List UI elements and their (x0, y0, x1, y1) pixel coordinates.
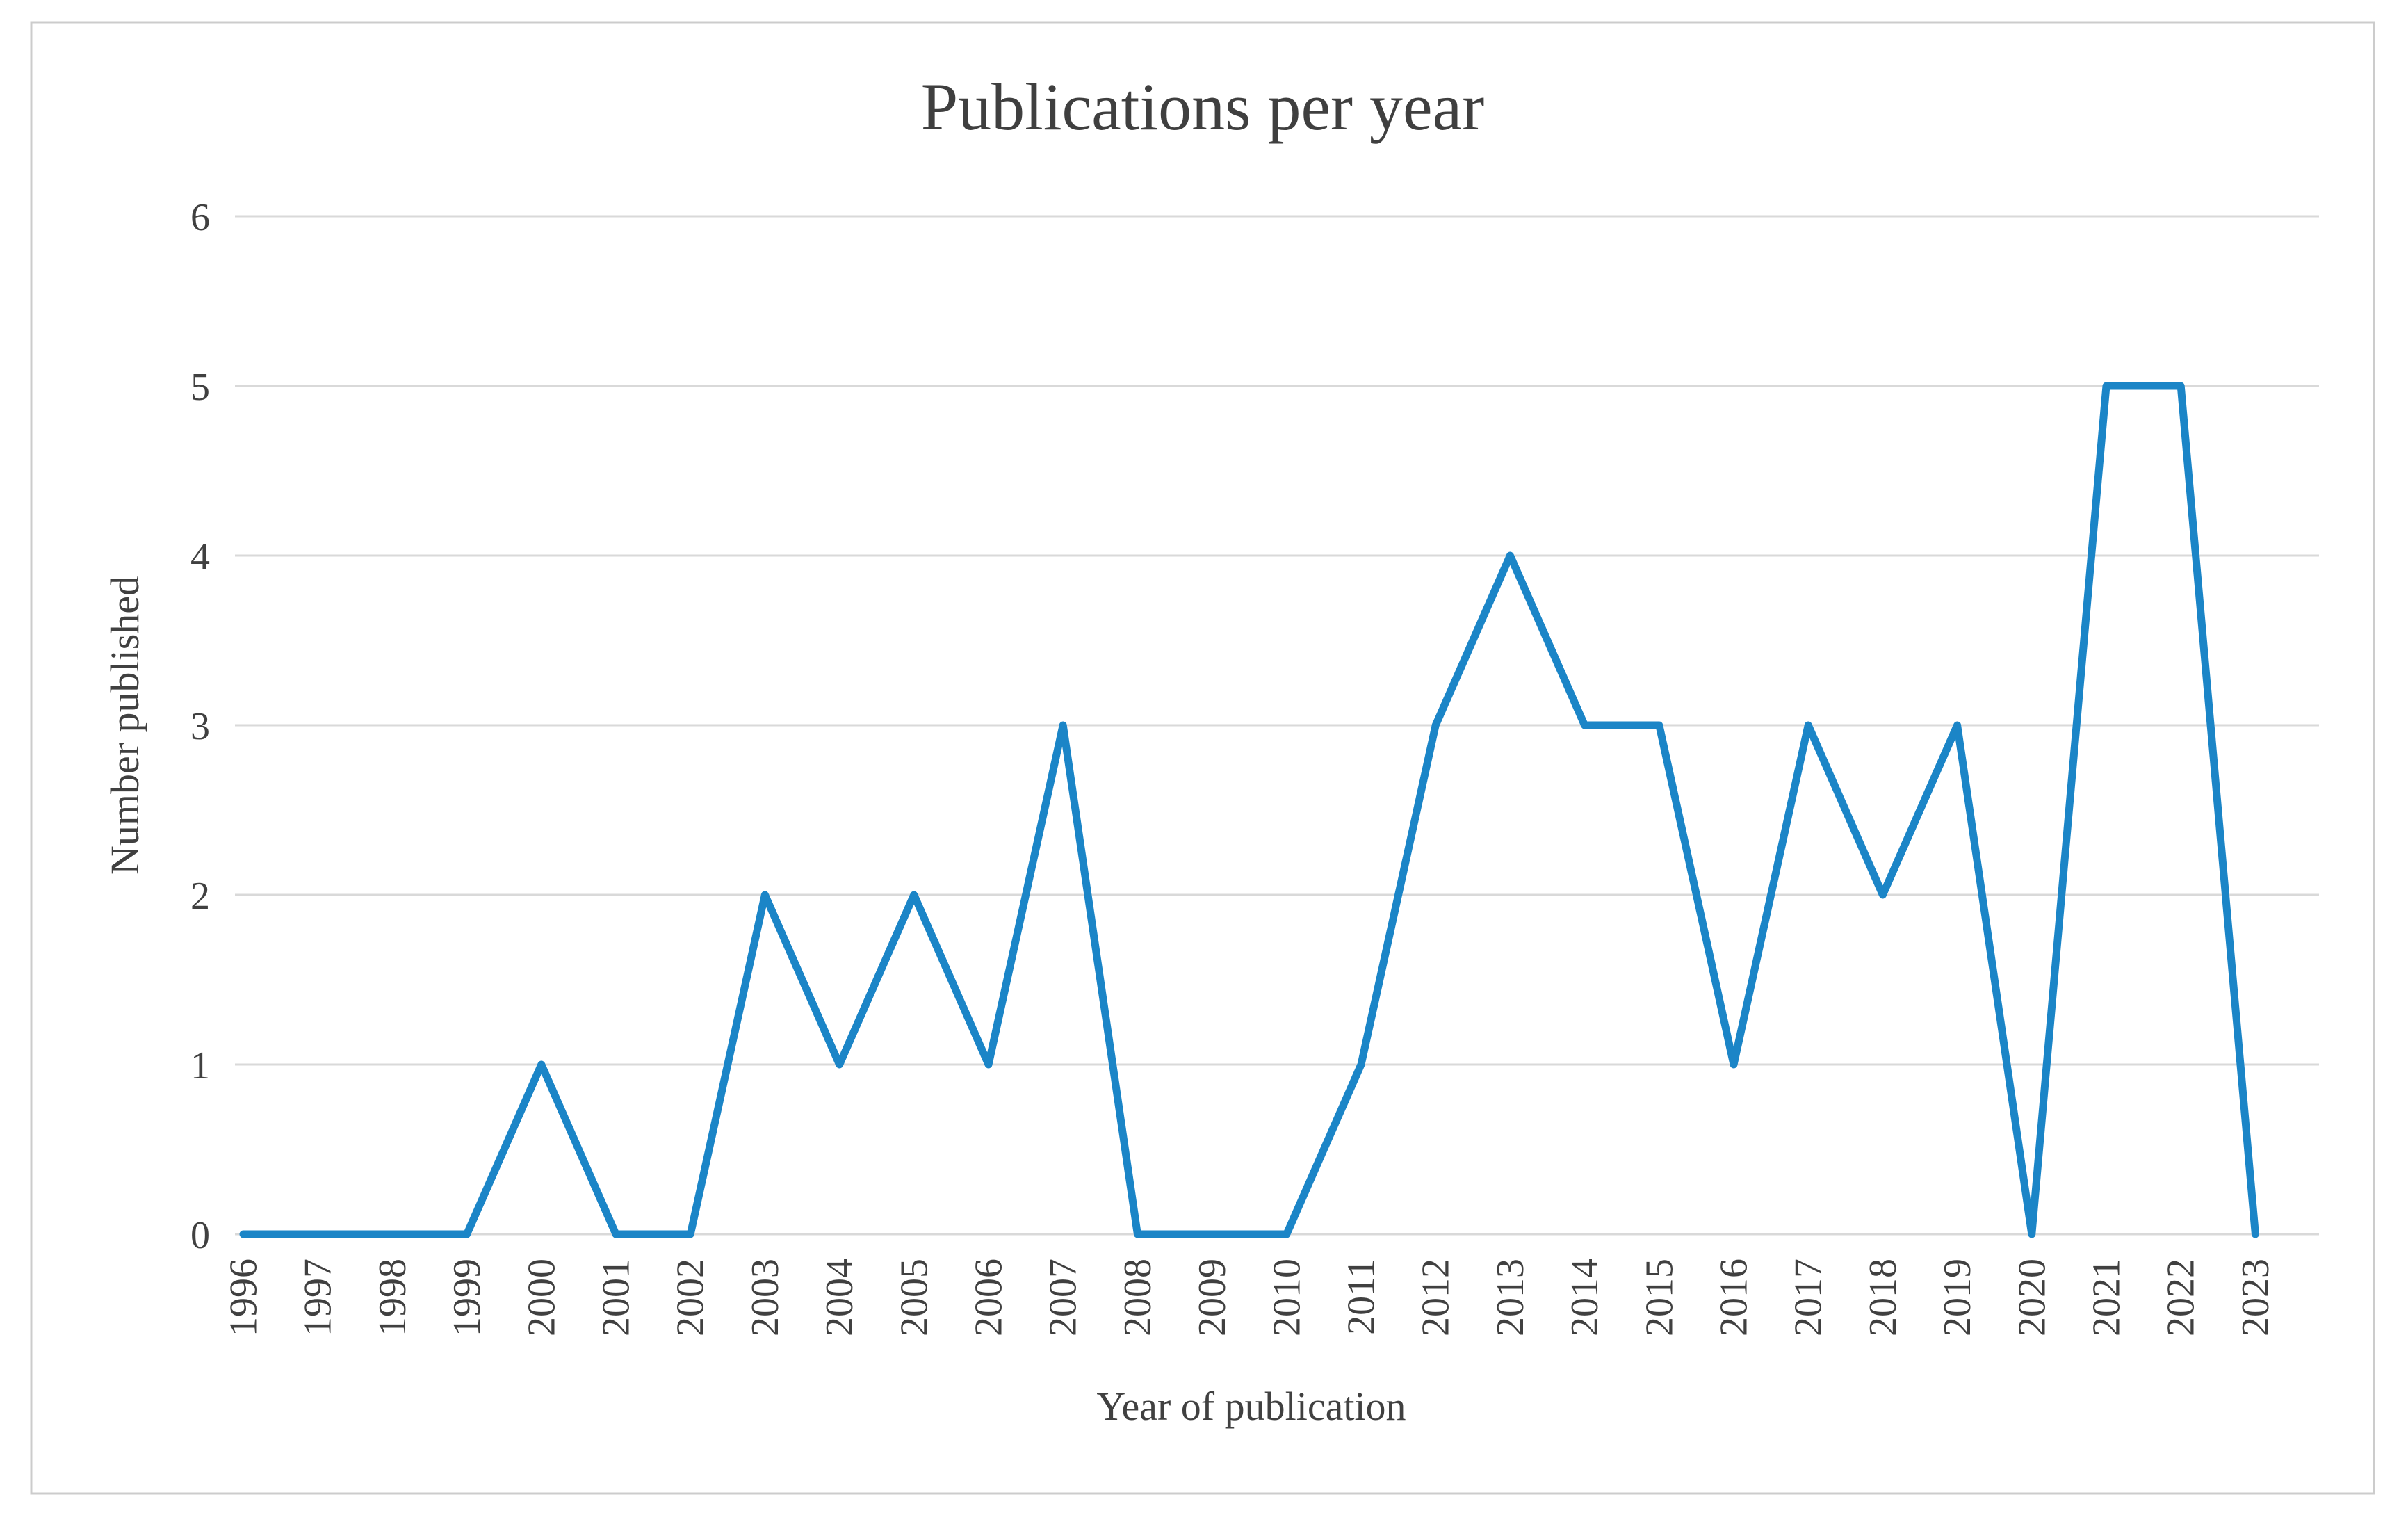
x-tick-label-2018: 2018 (1862, 1259, 1905, 1336)
gridlines-group (235, 215, 2319, 1236)
x-tick-label-2005: 2005 (893, 1259, 936, 1336)
x-tick-label-2008: 2008 (1116, 1259, 1160, 1336)
x-tick-label-2013: 2013 (1489, 1259, 1532, 1336)
x-tick-label-1996: 1996 (222, 1259, 265, 1336)
x-tick-label-2011: 2011 (1340, 1259, 1383, 1335)
x-tick-label-1999: 1999 (446, 1259, 489, 1336)
x-tick-label-2007: 2007 (1042, 1259, 1085, 1336)
x-tick-label-2023: 2023 (2234, 1259, 2277, 1336)
x-tick-label-2020: 2020 (2010, 1259, 2053, 1336)
x-tick-label-1998: 1998 (371, 1259, 414, 1336)
x-tick-label-2021: 2021 (2085, 1259, 2128, 1336)
x-tick-label-2009: 2009 (1191, 1259, 1234, 1336)
x-tick-label-2016: 2016 (1712, 1259, 1755, 1336)
x-tick-label-1997: 1997 (297, 1259, 340, 1336)
x-tick-label-2003: 2003 (744, 1259, 787, 1336)
y-tick-label-1: 1 (190, 1044, 210, 1087)
y-tick-label-0: 0 (190, 1214, 210, 1257)
y-tick-label-3: 3 (190, 705, 210, 748)
y-tick-label-5: 5 (190, 366, 210, 409)
x-tick-label-2002: 2002 (669, 1259, 713, 1336)
y-axis-tick-labels: 0 1 2 3 4 5 6 (190, 196, 210, 1257)
x-tick-label-2004: 2004 (818, 1259, 861, 1336)
y-tick-label-4: 4 (190, 535, 210, 579)
y-tick-label-6: 6 (190, 196, 210, 239)
x-tick-label-2001: 2001 (594, 1259, 637, 1336)
x-tick-label-2000: 2000 (520, 1259, 563, 1336)
x-tick-label-2010: 2010 (1265, 1259, 1308, 1336)
x-axis-tick-labels: 1996 1997 1998 1999 2000 2001 2002 2003 2004 2005… (222, 1259, 2277, 1336)
y-axis-title: Number published (102, 576, 147, 875)
x-tick-label-2006: 2006 (967, 1259, 1010, 1336)
series-line-publications (239, 382, 2259, 1238)
x-tick-label-2017: 2017 (1787, 1259, 1830, 1336)
x-tick-label-2014: 2014 (1563, 1259, 1606, 1336)
y-tick-label-2: 2 (190, 875, 210, 918)
chart-title: Publications per year (921, 70, 1484, 144)
x-tick-label-2015: 2015 (1638, 1259, 1681, 1336)
x-tick-label-2019: 2019 (1936, 1259, 1979, 1336)
x-tick-label-2012: 2012 (1415, 1259, 1458, 1336)
x-axis-title: Year of publication (1096, 1384, 1406, 1429)
chart-border (30, 21, 2375, 1495)
x-tick-label-2022: 2022 (2160, 1259, 2203, 1336)
